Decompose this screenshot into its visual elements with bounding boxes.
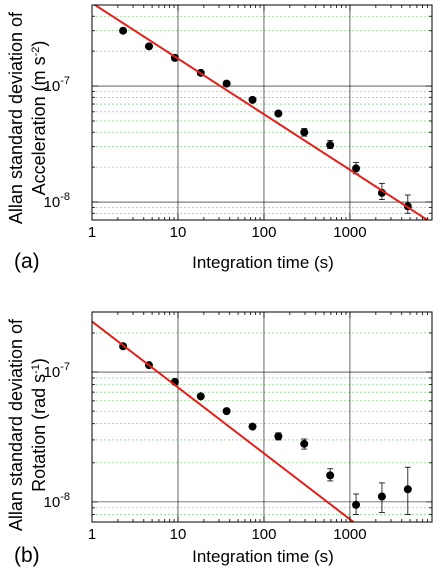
pa-y-tick-exp: -8 (60, 191, 70, 203)
pa-y-tick-label: 10-7 (44, 75, 70, 95)
pb-x-tick-label: 10 (170, 526, 187, 543)
pa-data-point (274, 109, 283, 118)
pa-data-point (326, 141, 335, 150)
pa-data-point (119, 26, 128, 35)
pb-data-point (248, 422, 257, 431)
panel-a-ylabel-line1: Allan standard deviation of (6, 11, 26, 224)
panel-b-ylabel-end: ) (29, 358, 49, 364)
pb-x-tick-label: 100 (251, 526, 276, 543)
pb-data-point (274, 432, 283, 441)
pa-data-point (248, 95, 257, 104)
pb-data-point (196, 392, 205, 401)
pb-y-tick-base: 10 (44, 364, 61, 381)
panel-a-data (93, 5, 430, 220)
pa-fit-line (93, 5, 430, 220)
pb-y-tick-label: 10-7 (44, 361, 70, 381)
pa-y-tick-exp: -7 (60, 75, 70, 87)
pa-x-tick-label: 100 (251, 224, 276, 241)
pa-x-tick-label: 1000 (333, 224, 366, 241)
panel-a-grid (92, 5, 432, 221)
pa-data-point (352, 164, 361, 173)
panel-b-data (92, 320, 412, 522)
pa-y-tick-base: 10 (44, 78, 61, 95)
panel-b-ylabel-main: Rotation (rad s (29, 374, 49, 492)
pb-y-tick-base: 10 (44, 494, 61, 511)
panel-a-xlabel: Integration time (s) (192, 253, 334, 272)
panel-a-frame (91, 4, 433, 221)
panel-b-ylabel-sup: -1 (30, 364, 42, 374)
pb-data-point (222, 407, 231, 416)
pb-data-point (377, 492, 386, 501)
pa-x-tick-label: 10 (170, 224, 187, 241)
panel-b-xlabel: Integration time (s) (192, 547, 334, 566)
pb-data-point (326, 471, 335, 480)
pb-x-tick-label: 1 (88, 526, 96, 543)
panel-b-frame (91, 311, 433, 523)
panel-b-ylabel-line2: Rotation (rad s-1) (29, 358, 49, 492)
pb-data-point (403, 485, 412, 494)
panel-a-ylabel-main: Acceleration (m s (29, 56, 49, 195)
pb-data-point (352, 500, 361, 509)
panel-b-ylabel-line1: Allan standard deviation of (6, 318, 26, 531)
pa-y-tick-base: 10 (44, 194, 61, 211)
pb-y-tick-exp: -7 (60, 361, 70, 373)
panel-b-label: (b) (14, 544, 40, 567)
pa-data-point (144, 42, 153, 51)
panel-a-ylabel-sup: -2 (30, 47, 42, 57)
pb-y-tick-label: 10-8 (44, 491, 70, 511)
panel-b-grid (92, 312, 432, 523)
pa-data-point (300, 128, 309, 137)
pa-y-tick-label: 10-8 (44, 191, 70, 211)
pa-data-point (222, 79, 231, 88)
pb-data-point (300, 439, 309, 448)
panel-a-ylabel-end: ) (29, 41, 49, 47)
pb-x-tick-label: 1000 (333, 526, 366, 543)
pb-fit-line (92, 320, 355, 522)
pb-y-tick-exp: -8 (60, 491, 70, 503)
pa-x-tick-label: 1 (88, 224, 96, 241)
panel-a-label: (a) (14, 250, 40, 273)
panel-a-ylabel-line2: Acceleration (m s-2) (29, 41, 49, 196)
